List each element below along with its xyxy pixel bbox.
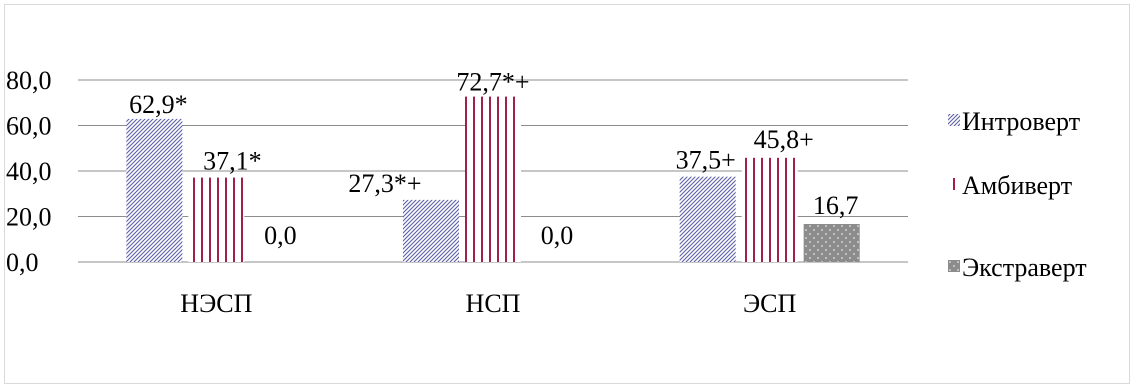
data-label: 37,1* bbox=[203, 147, 262, 176]
legend-label: Экстраверт bbox=[962, 253, 1087, 282]
legend-swatch-dotted bbox=[948, 260, 960, 272]
data-label: 62,9* bbox=[129, 90, 188, 119]
bar-dotted bbox=[803, 224, 860, 262]
y-tick-label: 20,0 bbox=[6, 203, 52, 232]
y-tick-label: 60,0 bbox=[6, 112, 52, 141]
y-tick-label: 0,0 bbox=[6, 248, 39, 277]
data-label: 16,7 bbox=[813, 191, 859, 220]
bar-vertical-stripes bbox=[188, 177, 245, 262]
bar-diagonal-hatch bbox=[126, 118, 183, 262]
legend-swatch-vertical-stripes bbox=[948, 178, 960, 190]
y-tick-label: 80,0 bbox=[6, 66, 52, 95]
bar-diagonal-hatch bbox=[403, 199, 459, 262]
data-label: 45,8+ bbox=[754, 125, 814, 154]
y-tick-label: 40,0 bbox=[6, 157, 52, 186]
x-tick-label: НЭСП bbox=[180, 289, 252, 318]
legend-swatch-diagonal-hatch bbox=[948, 114, 960, 126]
legend-label: Интроверт bbox=[962, 107, 1080, 136]
bar-vertical-stripes bbox=[465, 96, 521, 262]
bar-vertical-stripes bbox=[741, 157, 798, 262]
bar-diagonal-hatch bbox=[679, 176, 736, 262]
data-label: 37,5+ bbox=[676, 146, 736, 175]
data-label: 72,7*+ bbox=[456, 68, 529, 97]
data-label: 27,3*+ bbox=[348, 169, 421, 198]
data-label: 0,0 bbox=[541, 221, 574, 250]
x-tick-label: НСП bbox=[466, 289, 521, 318]
data-label: 0,0 bbox=[264, 221, 297, 250]
legend-label: Амбиверт bbox=[962, 171, 1072, 200]
x-tick-label: ЭСП bbox=[743, 289, 797, 318]
